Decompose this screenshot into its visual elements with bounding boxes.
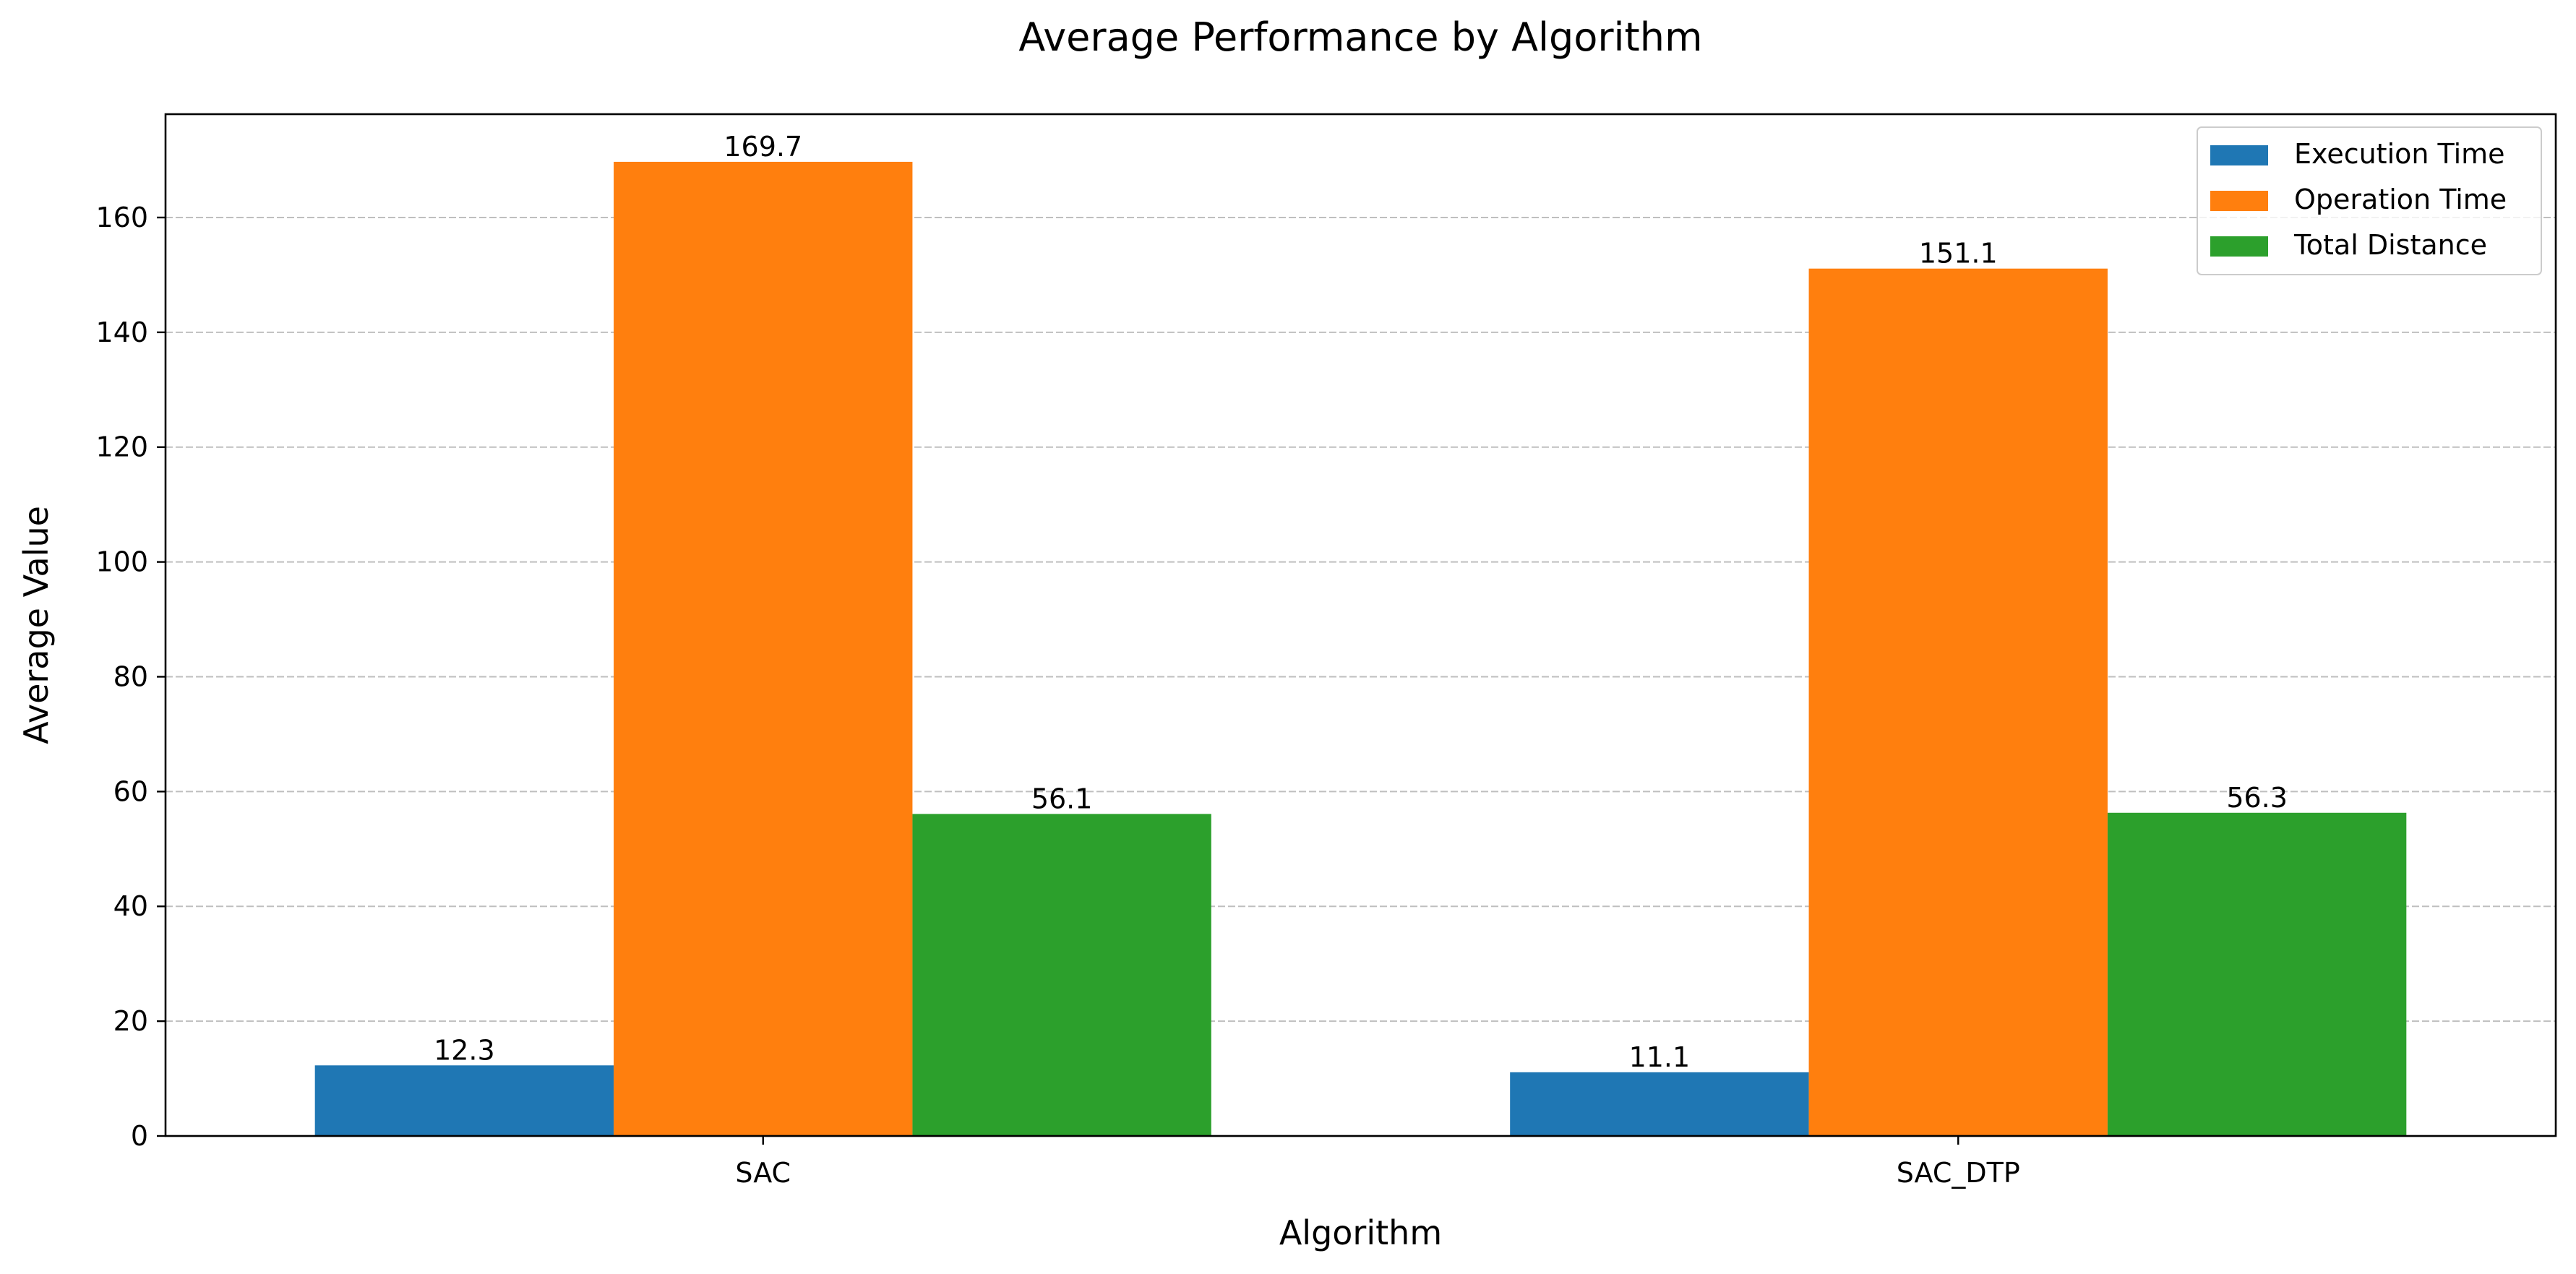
data-label: 56.1 bbox=[1031, 783, 1093, 814]
data-label: 11.1 bbox=[1629, 1041, 1691, 1073]
bar bbox=[912, 814, 1211, 1136]
bar bbox=[314, 1065, 614, 1136]
y-tick-label: 20 bbox=[113, 1005, 148, 1037]
y-tick-label: 0 bbox=[131, 1120, 148, 1152]
legend-box bbox=[2197, 126, 2542, 275]
chart-title: Average Performance by Algorithm bbox=[1018, 14, 1702, 60]
data-labels: 12.3 11.1 169.7 151.1 56.1 56.3 bbox=[434, 131, 2288, 1073]
y-tick-label: 140 bbox=[95, 317, 148, 348]
plot-area-frame bbox=[164, 113, 2557, 1137]
x-tick-label: SAC_DTP bbox=[1897, 1157, 2020, 1189]
grid-lines bbox=[166, 216, 2556, 1023]
y-tick-label: 80 bbox=[113, 660, 148, 692]
data-label: 12.3 bbox=[434, 1034, 495, 1066]
bar bbox=[1808, 268, 2108, 1137]
bar bbox=[1510, 1072, 1809, 1136]
legend-label: Execution Time bbox=[2294, 138, 2505, 170]
x-axis-label: Algorithm bbox=[1279, 1213, 1442, 1252]
legend: Execution Time Operation Time Total Distan… bbox=[2197, 126, 2542, 275]
data-label: 169.7 bbox=[724, 131, 802, 163]
legend-swatch bbox=[2210, 236, 2268, 257]
y-tick-label: 160 bbox=[95, 202, 148, 233]
axis-ticks: 0 20 40 60 80 100 120 140 160 SAC SAC_DTP bbox=[95, 202, 2019, 1189]
y-tick-label: 120 bbox=[95, 431, 148, 463]
data-label: 56.3 bbox=[2226, 782, 2288, 814]
legend-swatch bbox=[2210, 145, 2268, 165]
y-tick-label: 100 bbox=[95, 546, 148, 578]
bars bbox=[314, 161, 2407, 1137]
data-label: 151.1 bbox=[1919, 238, 1998, 270]
bar bbox=[614, 161, 913, 1136]
y-tick-label: 60 bbox=[113, 775, 148, 807]
x-tick-label: SAC bbox=[735, 1157, 791, 1189]
legend-label: Operation Time bbox=[2294, 184, 2507, 215]
legend-swatch bbox=[2210, 191, 2268, 211]
y-axis-label: Average Value bbox=[17, 506, 56, 744]
legend-label: Total Distance bbox=[2293, 229, 2487, 261]
y-tick-label: 40 bbox=[113, 890, 148, 922]
bar bbox=[2107, 812, 2407, 1136]
